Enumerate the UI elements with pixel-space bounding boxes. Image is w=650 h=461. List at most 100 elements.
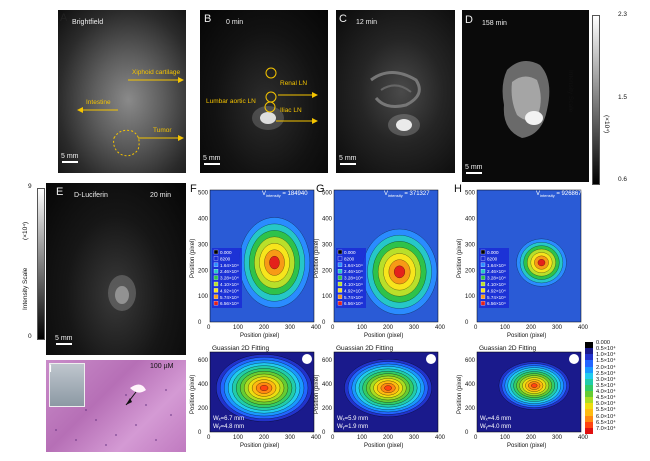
fit-wx: Wₓ=4.6 mm — [480, 416, 511, 422]
x-tick-label: 100 — [233, 435, 244, 441]
x-axis-label: Position (pixel) — [507, 333, 546, 339]
panel-letter: C — [339, 13, 347, 25]
legend-label: 3.28×10⁴ — [487, 276, 506, 281]
fit-title: Guassian 2D Fitting — [212, 345, 269, 352]
fit-colorbar-label: 4.0×10⁴ — [596, 389, 616, 396]
fit-wx: Wₓ=6.7 mm — [213, 416, 244, 422]
fit-colorbar-swatch — [585, 372, 593, 380]
fit-colorbar-swatch — [585, 366, 593, 374]
y-tick-label: 100 — [465, 294, 476, 300]
fit-colorbar-swatch — [585, 397, 593, 404]
panel-time: 20 min — [150, 192, 172, 199]
v-intensity-h: Vintensity = 926867 — [536, 191, 582, 199]
y-tick-label: 600 — [198, 358, 209, 364]
legend-label: 8200 — [220, 256, 231, 261]
panel-title: D-Luciferin — [74, 192, 108, 199]
inset-photo — [49, 363, 85, 407]
legend-label: 8200 — [487, 256, 498, 261]
legend-swatch — [480, 288, 486, 293]
fit-colorbar-label: 2.0×10⁴ — [596, 364, 616, 371]
fit-colorbar-swatch — [585, 378, 593, 386]
fit-colorbar-label: 2.5×10⁴ — [596, 370, 616, 377]
fit-colorbar-swatch — [585, 409, 593, 417]
panel-letter: D — [465, 14, 473, 26]
legend-label: 1.64×10⁴ — [344, 263, 363, 268]
contour-level — [269, 256, 280, 270]
fit-colorbar-swatch — [585, 348, 593, 355]
panel-letter-f: F — [190, 183, 197, 195]
fit-colorbar-label: 1.5×10⁴ — [596, 358, 616, 365]
panel-letter: I — [49, 363, 53, 375]
y-tick-label: 0 — [198, 430, 202, 436]
legend-swatch — [480, 294, 486, 299]
panel-time: 12 min — [356, 19, 378, 26]
x-tick-label: 400 — [578, 325, 589, 331]
label-xiphoid: Xiphoid cartilage — [132, 69, 181, 76]
fit-colorbar-label: 3.5×10⁴ — [596, 382, 616, 389]
y-tick-label: 400 — [465, 382, 476, 388]
panel-letter: A — [60, 12, 68, 24]
fit-colorbar-swatch — [585, 354, 593, 361]
panel-time: 158 min — [482, 20, 507, 27]
legend-swatch — [213, 281, 219, 287]
x-tick-label: 200 — [526, 325, 537, 331]
intensity-left-min: 0 — [28, 333, 32, 340]
y-tick-label: 200 — [322, 406, 333, 412]
y-tick-label: 400 — [322, 217, 333, 223]
legend-swatch — [337, 288, 343, 293]
x-axis-label: Position (pixel) — [240, 443, 279, 449]
panel-a-annotations — [77, 77, 184, 157]
x-tick-label: 100 — [233, 325, 244, 331]
intensity-top-max: 2.3 — [618, 11, 628, 18]
panel-e-signal — [108, 275, 136, 311]
y-tick-label: 500 — [465, 191, 476, 197]
fit-colorbar-label: 7.0×10⁴ — [596, 425, 616, 432]
legend-label: 0.000 — [344, 250, 356, 255]
label-tumor: Tumor — [153, 127, 172, 134]
y-axis-label: Position (pixel) — [190, 375, 196, 414]
panel-c-12min: C 12 min 5 mm — [336, 10, 455, 173]
legend-swatch — [337, 275, 343, 280]
x-axis-label: Position (pixel) — [240, 333, 279, 339]
panel-letter-g: G — [316, 183, 325, 195]
panel-a-brightfield: A Brightfield Xiphoid cartilage Intestin… — [58, 10, 186, 173]
x-tick-label: 400 — [311, 325, 322, 331]
intensity-left-max: 9 — [28, 183, 32, 190]
y-tick-label: 200 — [198, 268, 209, 274]
fit-contour — [259, 385, 269, 391]
y-axis-label: Position (pixel) — [314, 375, 320, 414]
y-tick-label: 0 — [322, 320, 326, 326]
fit-colorbar-swatch — [585, 403, 593, 410]
fit-colorbar-label: 3.0×10⁴ — [596, 376, 616, 383]
legend-swatch — [480, 269, 486, 274]
fit-colorbar-label: 0.000 — [596, 340, 610, 346]
fit-title: Guassian 2D Fitting — [336, 345, 393, 352]
legend-swatch — [480, 281, 486, 287]
x-tick-label: 400 — [311, 435, 322, 441]
panel-letter-h: H — [454, 183, 462, 195]
panel-letter: E — [56, 186, 64, 198]
legend-swatch — [337, 294, 343, 299]
x-tick-label: 0 — [474, 435, 478, 441]
label-renal-ln: Renal LN — [280, 80, 308, 87]
y-tick-label: 300 — [322, 242, 333, 248]
legend-label: 2.46×10⁴ — [220, 269, 239, 274]
y-tick-label: 400 — [198, 217, 209, 223]
mouse-icon — [569, 354, 579, 364]
v-intensity-f: Vintensity = 184940 — [262, 191, 308, 199]
mouse-icon — [302, 354, 312, 364]
scale-label: 5 mm — [203, 155, 221, 162]
x-tick-label: 0 — [207, 325, 211, 331]
legend-label: 5.74×10⁴ — [487, 295, 506, 300]
panel-letter: B — [204, 13, 212, 25]
x-tick-label: 300 — [285, 435, 296, 441]
legend-label: 4.92×10⁴ — [487, 288, 506, 293]
legend-label: 2.46×10⁴ — [344, 269, 363, 274]
x-tick-label: 200 — [383, 435, 394, 441]
legend-swatch — [213, 294, 219, 299]
histology-texture — [55, 384, 172, 446]
panel-d-signal — [502, 61, 550, 138]
legend-label: 2.46×10⁴ — [487, 269, 506, 274]
label-lumbar-ln: Lumbar aortic LN — [206, 98, 256, 105]
legend-swatch — [213, 275, 219, 280]
